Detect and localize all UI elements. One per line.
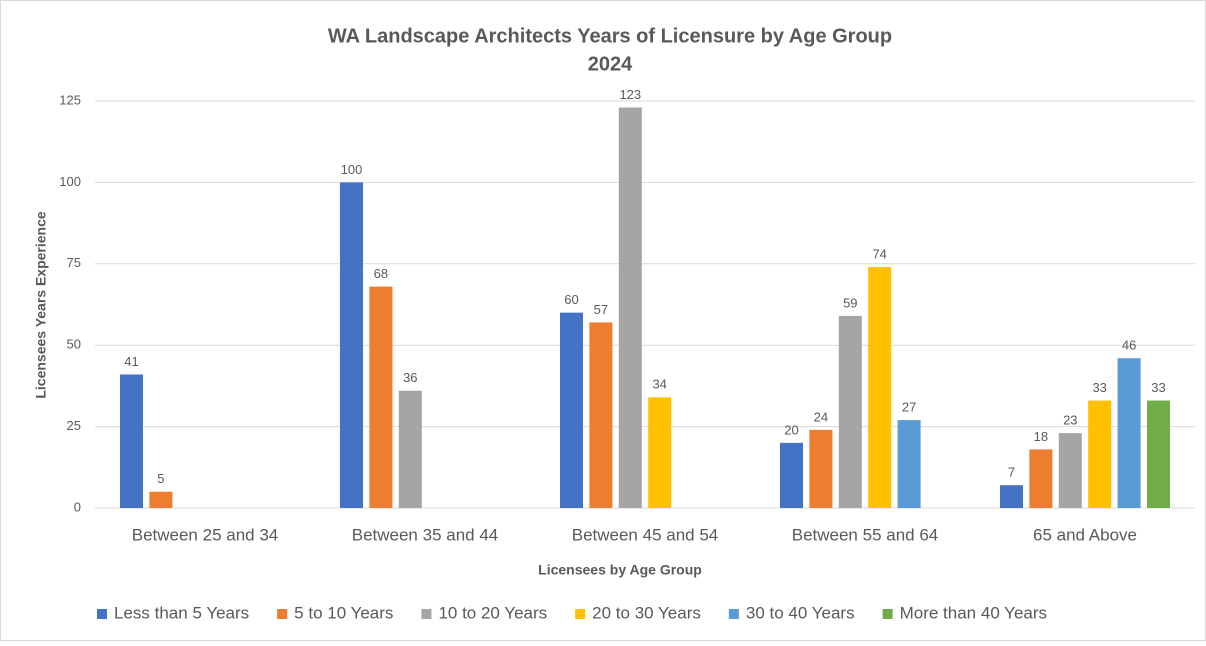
bar: [1088, 400, 1112, 508]
data-label: 36: [403, 370, 417, 385]
x-axis-label: Licensees by Age Group: [538, 562, 702, 578]
legend-label: 10 to 20 Years: [438, 603, 547, 622]
data-label: 74: [872, 246, 886, 261]
legend-swatch: [97, 609, 107, 619]
data-label: 46: [1122, 338, 1136, 353]
legend-label: More than 40 Years: [900, 603, 1047, 622]
chart-title: WA Landscape Architects Years of Licensu…: [328, 25, 892, 47]
data-label: 59: [843, 295, 857, 310]
bar: [648, 397, 672, 508]
bar: [149, 491, 173, 508]
bar: [1029, 449, 1053, 508]
bar: [618, 107, 642, 509]
bar: [560, 312, 583, 508]
data-label: 20: [784, 422, 798, 437]
legend-swatch: [575, 609, 586, 619]
legend-swatch: [882, 609, 893, 619]
data-label: 123: [619, 87, 641, 102]
data-label: 23: [1063, 413, 1077, 428]
legend-swatch: [277, 609, 288, 619]
data-label: 41: [124, 354, 138, 369]
data-label: 7: [1008, 465, 1015, 480]
legend-label: 20 to 30 Years: [592, 603, 701, 622]
bar: [838, 315, 862, 508]
x-tick-label: 65 and Above: [1033, 525, 1137, 544]
y-axis-label: Licensees Years Experience: [33, 211, 49, 399]
x-tick-label: Between 45 and 54: [572, 525, 719, 544]
data-label: 68: [374, 266, 388, 281]
x-tick-label: Between 25 and 34: [132, 525, 279, 544]
legend-label: Less than 5 Years: [114, 603, 249, 622]
data-label: 18: [1034, 429, 1048, 444]
bar: [1000, 485, 1023, 508]
y-tick-label: 50: [67, 337, 81, 352]
bar: [897, 420, 921, 508]
bar: [369, 286, 393, 508]
chart-subtitle: 2024: [588, 53, 633, 75]
legend-label: 5 to 10 Years: [294, 603, 393, 622]
bar: [868, 267, 892, 508]
legend-swatch: [728, 609, 739, 619]
data-label: 24: [814, 409, 828, 424]
bar: [780, 442, 803, 508]
bar: [589, 322, 613, 508]
bar: [1117, 358, 1141, 508]
bar: [809, 429, 833, 508]
legend-label: 30 to 40 Years: [746, 603, 855, 622]
data-label: 33: [1092, 380, 1106, 395]
y-tick-label: 0: [74, 499, 81, 514]
y-tick-label: 125: [59, 92, 81, 107]
bar: [120, 374, 143, 508]
legend-swatch: [421, 609, 432, 619]
data-label: 5: [157, 471, 164, 486]
bar: [1147, 400, 1170, 508]
x-tick-label: Between 35 and 44: [352, 525, 499, 544]
y-tick-label: 100: [59, 174, 81, 189]
y-tick-label: 75: [67, 255, 81, 270]
data-label: 60: [564, 292, 578, 307]
data-label: 100: [341, 162, 363, 177]
y-tick-label: 25: [67, 418, 81, 433]
bar: [398, 390, 422, 508]
bar: [340, 182, 363, 508]
data-label: 34: [652, 377, 666, 392]
bar: [1058, 433, 1082, 508]
data-label: 27: [902, 400, 916, 415]
data-label: 33: [1151, 380, 1165, 395]
x-tick-label: Between 55 and 64: [792, 525, 939, 544]
data-label: 57: [594, 302, 608, 317]
